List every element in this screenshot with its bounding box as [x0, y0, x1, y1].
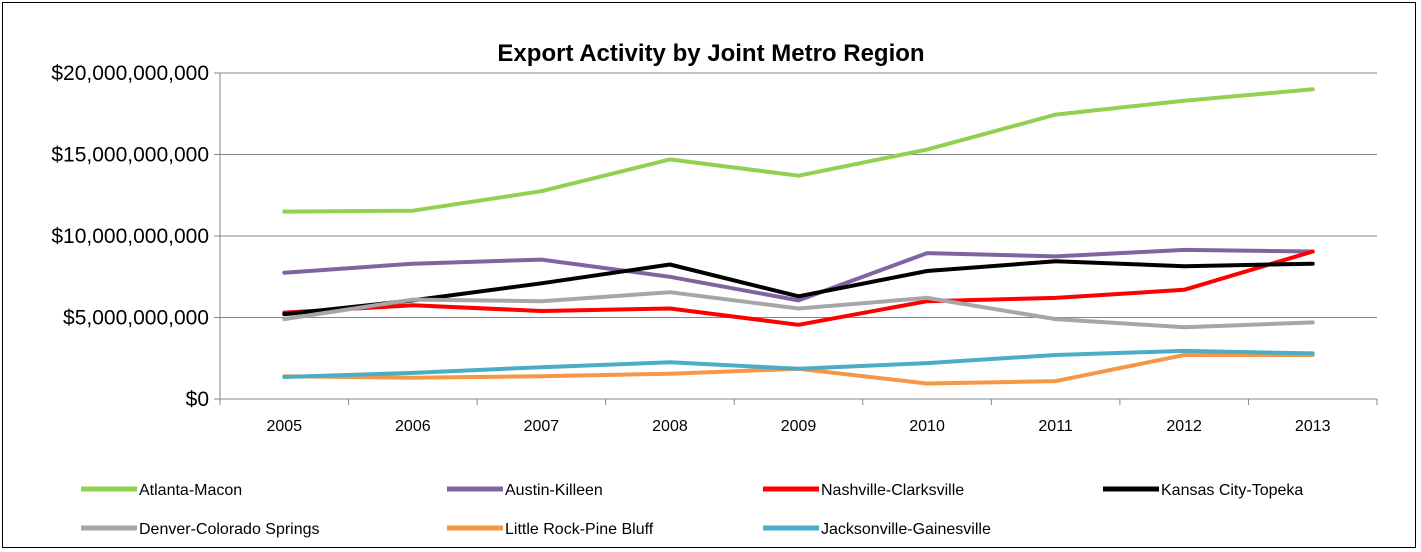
x-tick-label: 2012 [1166, 418, 1202, 435]
legend-label: Nashville-Clarksville [821, 482, 964, 499]
x-tick-label: 2010 [909, 418, 945, 435]
x-tick-label: 2006 [395, 418, 431, 435]
series-lines [282, 87, 1315, 386]
series-line [282, 247, 1315, 303]
x-tick-label: 2011 [1038, 418, 1073, 435]
legend-label: Atlanta-Macon [139, 482, 242, 499]
x-tick-label: 2008 [652, 418, 688, 435]
axes [214, 72, 1378, 405]
x-tick-label: 2013 [1295, 418, 1331, 435]
legend-label: Denver-Colorado Springs [139, 521, 320, 538]
x-tick-label: 2005 [266, 418, 302, 435]
y-tick-label: $15,000,000,000 [51, 144, 209, 167]
y-tick-label: $0 [186, 388, 209, 411]
series-line [282, 249, 1315, 327]
gridlines [220, 72, 1377, 318]
series-line [282, 259, 1315, 317]
legend-label: Little Rock-Pine Bluff [505, 521, 654, 538]
y-tick-label: $5,000,000,000 [63, 307, 209, 330]
chart-title: Export Activity by Joint Metro Region [497, 40, 924, 67]
y-tick-label: $10,000,000,000 [51, 225, 209, 248]
x-axis-ticks: 2005 2006 2007 2008 2009 2010 2011 2012 2013 [266, 418, 1330, 435]
series-line [282, 290, 1315, 330]
line-chart: Export Activity by Joint Metro Region $0… [51, 40, 1378, 538]
legend-label: Kansas City-Topeka [1161, 482, 1303, 499]
series-line [282, 348, 1315, 379]
y-tick-label: $20,000,000,000 [51, 62, 209, 85]
x-tick-label: 2007 [524, 418, 560, 435]
legend-label: Austin-Killeen [505, 482, 603, 499]
legend: Atlanta-Macon Austin-Killeen Nashville-Cla… [81, 482, 1303, 538]
y-axis-ticks: $0 $5,000,000,000 $10,000,000,000 $15,000,0… [51, 62, 209, 411]
x-tick-label: 2009 [781, 418, 817, 435]
series-line [282, 87, 1315, 214]
legend-label: Jacksonville-Gainesville [821, 521, 991, 538]
